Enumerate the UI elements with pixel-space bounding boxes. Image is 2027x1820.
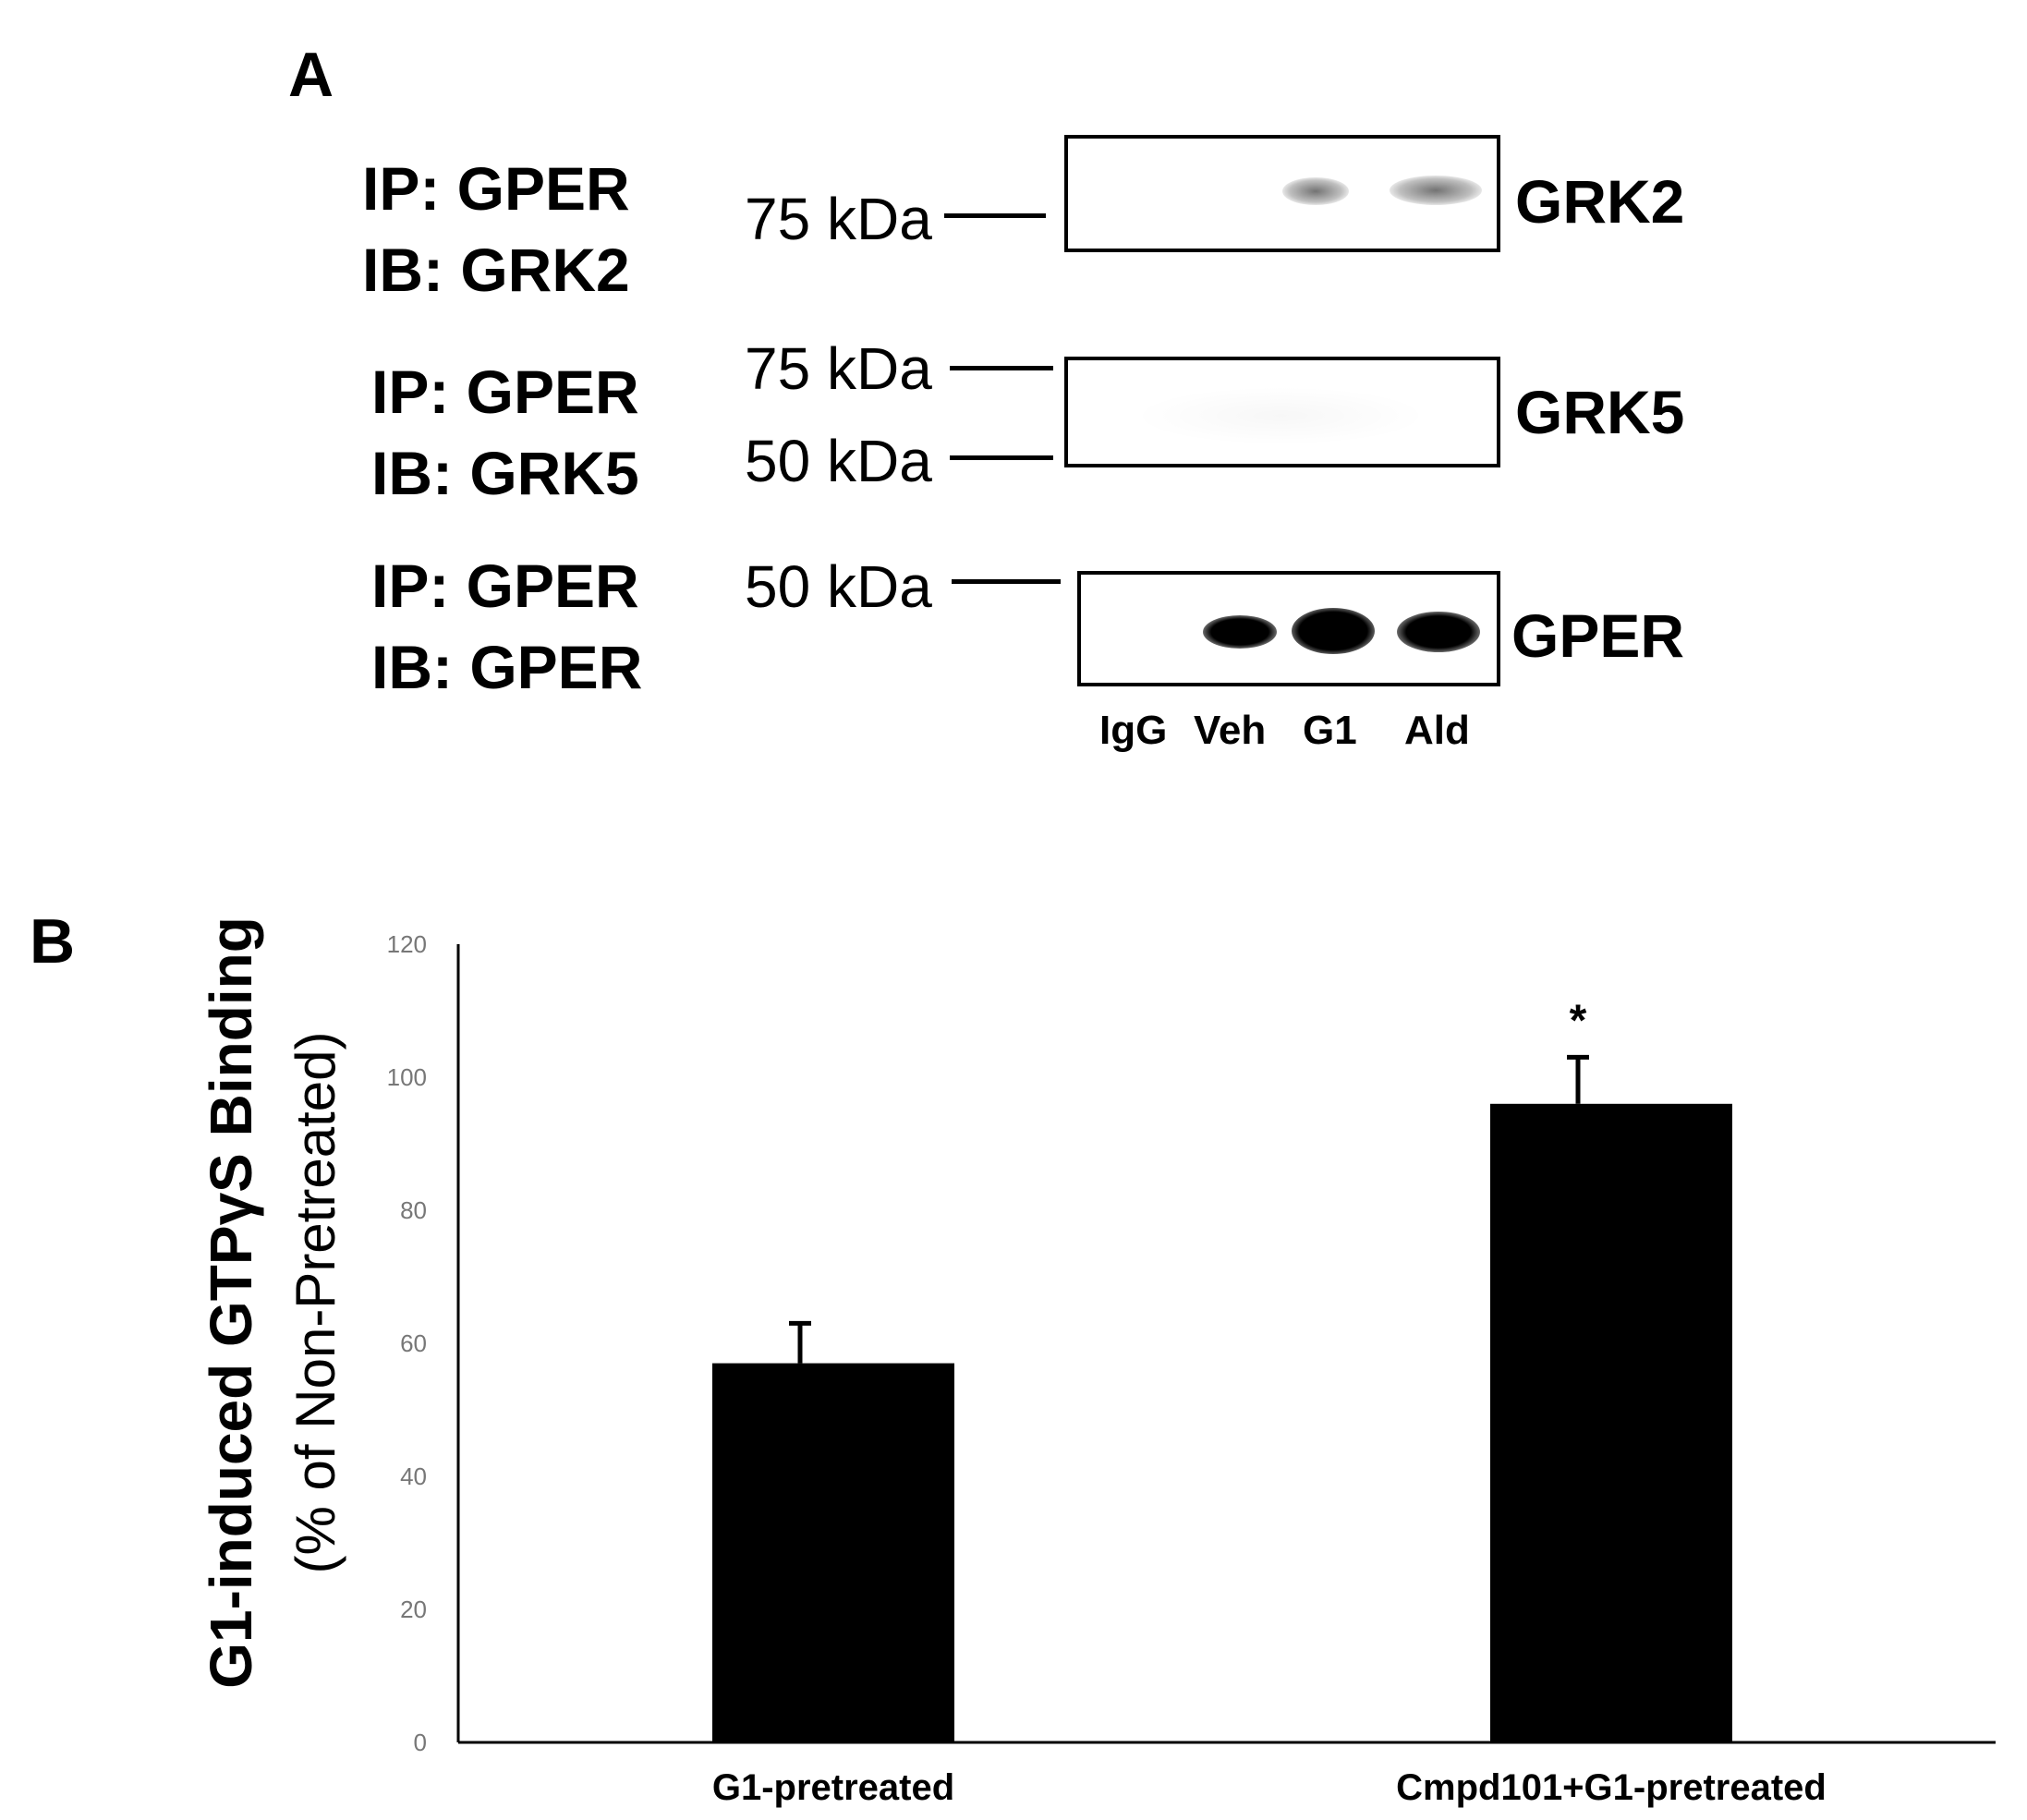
lane-label-g1: G1 bbox=[1303, 708, 1357, 753]
marker-line-75kda-row2 bbox=[950, 366, 1053, 370]
panel-a-label: A bbox=[288, 40, 334, 110]
y-tick-label: 0 bbox=[414, 1729, 427, 1756]
band-gper-ald bbox=[1397, 612, 1480, 652]
target-label-grk2: GRK2 bbox=[1515, 167, 1685, 236]
bar bbox=[1490, 1103, 1732, 1742]
x-tick-label: Cmpd101+G1-pretreated bbox=[1396, 1767, 1827, 1808]
target-label-gper: GPER bbox=[1511, 601, 1685, 670]
y-tick-label: 20 bbox=[400, 1596, 427, 1623]
lane-label-veh: Veh bbox=[1194, 708, 1267, 753]
band-gper-veh bbox=[1203, 615, 1277, 649]
y-tick-label: 100 bbox=[387, 1063, 427, 1091]
band-grk2-g1 bbox=[1282, 177, 1349, 205]
marker-50kda-row3: 50 kDa bbox=[745, 553, 932, 620]
bar bbox=[712, 1363, 954, 1742]
y-tick-label: 80 bbox=[400, 1196, 427, 1224]
y-tick-label: 40 bbox=[400, 1462, 427, 1490]
y-tick-label: 60 bbox=[400, 1329, 427, 1357]
band-gper-g1 bbox=[1292, 608, 1375, 654]
lane-label-igg: IgG bbox=[1099, 708, 1168, 753]
y-tick-label: 120 bbox=[387, 930, 427, 958]
marker-75kda-row2: 75 kDa bbox=[745, 335, 932, 402]
ip-label-row2: IP: GPER bbox=[371, 358, 639, 426]
blot-grk2 bbox=[1064, 135, 1500, 252]
lane-label-ald: Ald bbox=[1404, 708, 1470, 753]
panel-b-label: B bbox=[30, 906, 76, 977]
ip-label-row3: IP: GPER bbox=[371, 552, 639, 620]
x-tick-label: G1-pretreated bbox=[712, 1767, 954, 1808]
significance-marker: * bbox=[1570, 996, 1587, 1045]
band-grk5-faint bbox=[1142, 388, 1419, 443]
marker-line-50kda-row3 bbox=[952, 579, 1061, 584]
ib-label-row2: IB: GRK5 bbox=[371, 439, 639, 507]
marker-50kda-row2: 50 kDa bbox=[745, 428, 932, 494]
ip-label-row1: IP: GPER bbox=[362, 154, 630, 223]
blot-gper bbox=[1077, 571, 1500, 686]
marker-line-75kda-row1 bbox=[944, 213, 1046, 218]
blot-grk5 bbox=[1064, 357, 1500, 467]
target-label-grk5: GRK5 bbox=[1515, 378, 1685, 446]
marker-75kda-row1: 75 kDa bbox=[745, 186, 932, 252]
ib-label-row3: IB: GPER bbox=[371, 633, 643, 701]
band-grk2-ald bbox=[1390, 176, 1482, 205]
marker-line-50kda-row2 bbox=[950, 455, 1053, 460]
ib-label-row1: IB: GRK2 bbox=[362, 236, 630, 304]
